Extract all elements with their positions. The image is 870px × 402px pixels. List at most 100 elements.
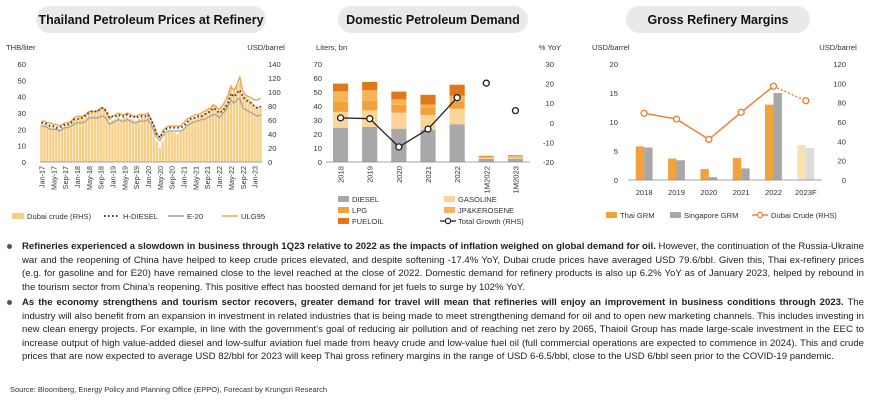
dubai-crude-bar: [203, 113, 206, 162]
total-growth-marker: [511, 106, 520, 115]
dubai-crude-bar: [102, 108, 105, 162]
x-tick-label: Jan-17: [37, 166, 46, 188]
total-growth-marker: [336, 114, 345, 122]
right-axis-unit: USD/barrel: [819, 43, 857, 52]
demand-bar-segment: [362, 90, 378, 101]
thai-grm-bar: [635, 146, 645, 180]
right-tick-label: 40: [268, 130, 276, 139]
dubai-crude-bar: [152, 131, 156, 162]
demand-bar-segment: [507, 158, 524, 162]
x-tick-label: Jan-19: [109, 166, 118, 188]
x-tick-label: May-17: [49, 166, 58, 190]
left-axis-unit: USD/barrel: [592, 43, 630, 52]
dubai-crude-bar: [99, 107, 102, 162]
thai-grm-bar: [668, 158, 677, 180]
dubai-crude-bar: [164, 134, 167, 162]
x-tick-label: 2020: [395, 166, 404, 183]
demand-bar-segment: [507, 157, 524, 159]
dubai-crude-bar: [75, 118, 79, 162]
dubai-crude-bar: [58, 129, 61, 162]
paragraph-1-bold: Refineries experienced a slowdown in bus…: [22, 241, 656, 252]
dubai-crude-bar: [185, 124, 188, 162]
dubai-crude-bar: [129, 118, 132, 162]
right-tick-label: 120: [833, 60, 846, 69]
left-tick-label: 0: [614, 176, 618, 185]
dubai-crude-bar: [69, 122, 73, 162]
dubai-crude-marker: [640, 109, 648, 117]
dubai-crude-bar: [149, 122, 153, 162]
demand-bar-segment: [332, 91, 349, 102]
demand-bar-segment: [420, 94, 436, 105]
demand-bar-segment: [420, 114, 436, 130]
dubai-crude-bar: [108, 122, 111, 162]
paragraph-2: As the economy strengthens and tourism s…: [7, 296, 864, 364]
demand-bar-segment: [478, 156, 494, 158]
left-tick-label: 20: [18, 125, 26, 134]
right-axis-unit: USD/barrel: [247, 43, 285, 52]
demand-bar-segment: [507, 156, 524, 157]
bullet-icon: [7, 244, 12, 249]
x-tick-label: Sep-20: [168, 166, 177, 189]
right-tick-label: 140: [268, 60, 281, 69]
x-tick-label: Jan-18: [73, 166, 82, 188]
dubai-crude-bar: [220, 107, 224, 162]
legend-label: Singapore GRM: [684, 211, 738, 220]
dubai-crude-bar: [43, 124, 46, 162]
x-tick-label: 2019: [668, 188, 685, 197]
chart1-title: Thailand Petroleum Prices at Refinery: [36, 6, 266, 33]
demand-bar-segment: [507, 156, 524, 158]
left-tick-label: 10: [610, 118, 618, 127]
dubai-crude-marker: [802, 97, 810, 105]
dubai-crude-bar: [235, 85, 239, 162]
dubai-crude-forecast-line: [773, 85, 807, 102]
dubai-crude-bar: [179, 131, 182, 162]
left-tick-label: 20: [610, 60, 618, 69]
dubai-crude-bar: [197, 115, 200, 162]
x-tick-label: 2019: [366, 166, 375, 183]
chart3-title: Gross Refinery Margins: [626, 6, 810, 33]
legend-label: Thai GRM: [620, 211, 655, 220]
total-growth-marker: [366, 115, 374, 123]
dubai-crude-bar: [105, 112, 108, 162]
x-tick-label: 2023F: [795, 188, 817, 197]
legend-swatch: [444, 207, 455, 213]
dubai-crude-bar: [188, 120, 191, 162]
legend-swatch: [338, 196, 349, 202]
x-tick-label: May-18: [85, 166, 94, 190]
left-axis-unit: Liters, bn: [316, 43, 347, 52]
total-growth-marker: [424, 125, 432, 133]
bullet-icon: [7, 300, 12, 305]
left-tick-label: 70: [314, 60, 322, 69]
dubai-crude-bar: [244, 94, 247, 162]
dubai-crude-bar: [170, 131, 173, 162]
demand-bar-segment: [449, 108, 465, 125]
dubai-crude-bar: [46, 124, 49, 162]
dubai-crude-bar: [114, 118, 117, 162]
left-tick-label: 0: [22, 158, 26, 167]
legend-label: ULG95: [241, 212, 265, 221]
dubai-crude-bar: [191, 118, 194, 162]
left-tick-label: 50: [314, 88, 322, 97]
right-tick-label: -10: [543, 138, 554, 147]
paragraph-1-body: However, the continuation of the Russia-…: [22, 241, 864, 293]
dubai-crude-marker: [705, 135, 713, 144]
dubai-crude-bar: [194, 117, 197, 162]
h-diesel-line: [41, 88, 261, 140]
legend-label: LPG: [352, 206, 367, 215]
legend-label: JP&KEROSENE: [458, 206, 514, 215]
dubai-crude-bar: [232, 89, 236, 162]
legend-swatch: [338, 218, 349, 224]
dubai-crude-bar: [211, 105, 215, 162]
singapore-grm-bar: [708, 177, 718, 180]
right-tick-label: 40: [838, 137, 846, 146]
dubai-crude-bar: [206, 110, 209, 162]
dubai-crude-bar: [158, 148, 162, 162]
dubai-crude-bar: [226, 95, 230, 162]
right-tick-label: 0: [550, 119, 554, 128]
demand-bar-segment: [391, 104, 407, 113]
left-tick-label: 15: [610, 89, 618, 98]
dubai-crude-bar: [176, 134, 179, 162]
singapore-grm-bar: [805, 148, 815, 180]
x-tick-label: 1M2022: [482, 166, 491, 193]
chart-petroleum-demand: Liters, bn % YoY 0 10 20 30 40 50 60 70 -20 -10 0 10 2…: [314, 43, 562, 226]
